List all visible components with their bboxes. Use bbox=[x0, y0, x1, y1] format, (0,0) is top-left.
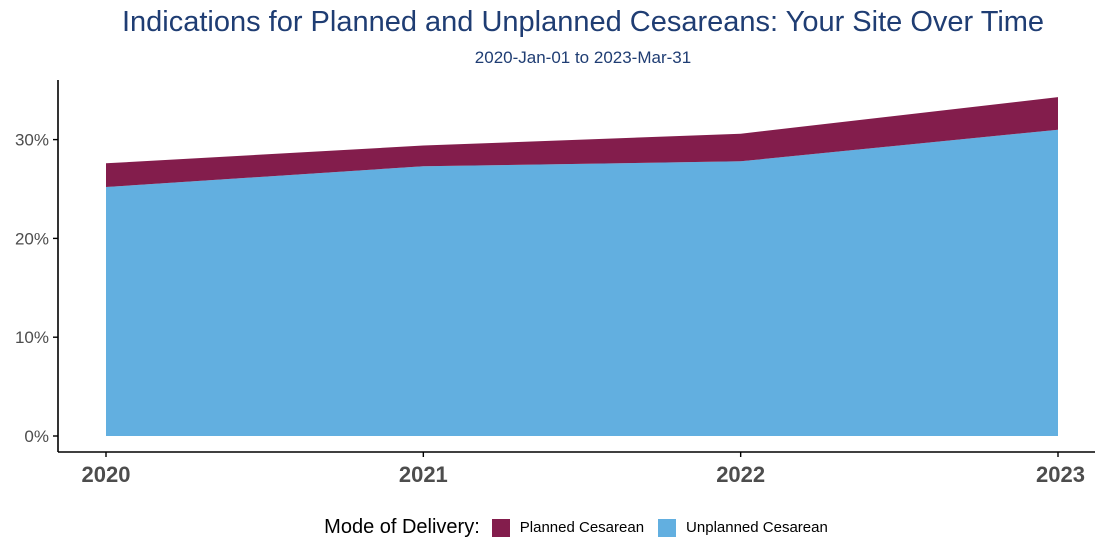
legend: Mode of Delivery: Planned Cesarean Unpla… bbox=[0, 516, 1095, 539]
y-axis-ticks: 0% 10% 20% 30% bbox=[15, 131, 58, 446]
x-tick-label: 2023 bbox=[1036, 462, 1085, 487]
chart-title: Indications for Planned and Unplanned Ce… bbox=[121, 6, 1045, 38]
x-axis-ticks: 2020 2021 2022 2023 bbox=[82, 452, 1085, 487]
y-tick-label: 20% bbox=[15, 229, 49, 248]
x-tick-label: 2022 bbox=[716, 462, 765, 487]
area-planned-cesarean bbox=[106, 97, 1058, 187]
legend-item-planned: Planned Cesarean bbox=[491, 518, 645, 537]
legend-label-planned: Planned Cesarean bbox=[519, 519, 645, 536]
x-tick-label: 2021 bbox=[399, 462, 448, 487]
chart-subtitle: 2020-Jan-01 to 2023-Mar-31 bbox=[474, 48, 692, 67]
x-tick-label: 2020 bbox=[82, 462, 131, 487]
legend-item-unplanned: Unplanned Cesarean bbox=[658, 518, 828, 537]
chart-areas bbox=[106, 97, 1058, 436]
legend-swatch-planned bbox=[491, 518, 510, 537]
legend-swatch-unplanned bbox=[658, 518, 677, 537]
chart-axes bbox=[57, 80, 1095, 453]
y-tick-label: 30% bbox=[15, 131, 49, 150]
area-unplanned-cesarean bbox=[106, 129, 1058, 436]
legend-title: Mode of Delivery: bbox=[324, 516, 480, 538]
y-tick-label: 10% bbox=[15, 328, 49, 347]
y-tick-label: 0% bbox=[24, 427, 49, 446]
chart-plot: 0% 10% 20% 30% 2020 2021 2022 2023 bbox=[15, 80, 1095, 487]
legend-label-unplanned: Unplanned Cesarean bbox=[686, 519, 828, 536]
